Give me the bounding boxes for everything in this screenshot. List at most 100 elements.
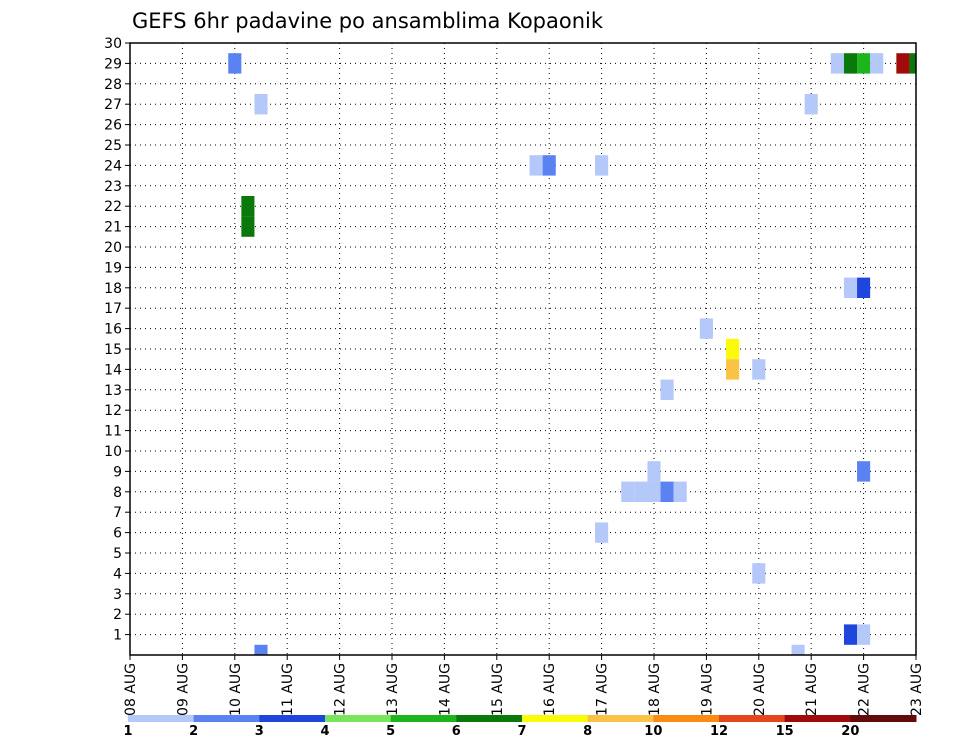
cells-layer [228,53,916,655]
heatmap-cell [699,318,713,339]
y-tick-label: 11 [104,424,122,440]
color-legend: 1 2 3 4 5 6 7 8 10 12 15 20 [123,715,917,739]
heatmap-cell [791,644,805,655]
legend-label: 2 [189,724,198,739]
x-tick-label: 09 AUG [175,663,191,716]
y-tick-label: 28 [104,77,122,93]
heatmap-cell [542,155,556,176]
heatmap-cell [857,53,871,74]
legend-swatch [325,715,392,722]
y-tick-label: 3 [113,587,122,603]
legend-label: 1 [123,724,132,739]
heatmap-cell [241,196,255,217]
legend-label: 20 [841,724,859,739]
grid-layer [129,42,917,655]
heatmap-cell [228,53,242,74]
plot-frame [129,42,917,656]
heatmap-cell [726,359,740,380]
heatmap-cell [857,277,871,298]
x-tick-label: 23 AUG [909,663,925,716]
heatmap-cell [660,481,674,502]
legend-label: 3 [255,724,264,739]
legend-swatch [719,715,786,722]
y-tick-label: 20 [104,240,122,256]
x-tick-label: 10 AUG [228,663,244,716]
heatmap-cell [870,53,884,74]
heatmap-cell [843,277,858,298]
legend-label: 5 [386,724,395,739]
legend-label: 4 [320,724,329,739]
x-tick-label: 20 AUG [752,663,768,716]
legend-swatch [587,715,654,722]
y-tick-label: 30 [104,36,122,52]
x-tick-label: 17 AUG [595,663,611,716]
legend-swatch [653,715,720,722]
y-tick-label: 1 [113,628,122,644]
legend-swatch [390,715,457,722]
y-tick-label: 24 [104,158,122,174]
heatmap-cell [843,53,858,74]
legend-swatch [259,715,326,722]
y-tick-label: 9 [113,464,122,480]
heatmap-cell [660,379,674,400]
heatmap-cell [752,563,766,584]
heatmap-cell [857,624,871,645]
y-tick-label: 29 [104,56,122,72]
y-tick-label: 22 [104,199,122,215]
y-tick-label: 23 [104,179,122,195]
y-tick-label: 8 [113,485,122,501]
x-tick-label: 22 AUG [857,663,873,716]
y-tick-label: 16 [104,322,122,338]
x-tick-label: 13 AUG [385,663,401,716]
y-tick-label: 14 [104,362,122,378]
heatmap-cell [529,155,543,176]
legend-swatch [128,715,195,722]
x-tick-label: 18 AUG [647,663,663,716]
y-tick-label: 5 [113,546,122,562]
heatmap-cell [254,94,268,115]
heatmap-cell [843,624,858,645]
y-tick-label: 10 [104,444,122,460]
y-tick-label: 7 [113,505,122,521]
y-tick-label: 26 [104,118,122,134]
legend-swatch [784,715,851,722]
y-tick-label: 27 [104,97,122,113]
heatmap-cell [673,481,687,502]
x-tick-label: 08 AUG [123,663,139,716]
y-tick-label: 18 [104,281,122,297]
heatmap-cell [830,53,844,74]
legend-swatch [193,715,260,722]
heatmap-cell [752,359,766,380]
x-axis: 08 AUG 09 AUG 10 AUG 11 AUG 12 AUG 13 AUG 14 A… [123,655,925,716]
heatmap-cell [595,155,609,176]
y-tick-label: 19 [104,260,122,276]
heatmap-cell [647,461,661,482]
legend-swatch [850,715,917,722]
y-tick-label: 6 [113,526,122,542]
y-tick-label: 17 [104,301,122,317]
legend-swatch [456,715,523,722]
x-tick-label: 14 AUG [437,663,453,716]
heatmap-cell [647,481,661,502]
legend-label: 6 [452,724,461,739]
heatmap-cell [634,481,648,502]
heatmap-cell [726,338,740,360]
y-tick-label: 25 [104,138,122,154]
heatmap-cell [804,94,818,115]
legend-label: 10 [644,724,662,739]
y-tick-label: 12 [104,403,122,419]
x-tick-label: 19 AUG [699,663,715,716]
y-axis: 1234567891011121314151617181920212223242… [104,36,130,644]
x-tick-label: 21 AUG [804,663,820,716]
x-tick-label: 16 AUG [542,663,558,716]
heatmap-cell [909,53,916,74]
heatmap-cell [857,461,871,482]
y-tick-label: 2 [113,607,122,623]
legend-label: 7 [517,724,526,739]
heatmap-cell [896,53,910,74]
heatmap-cell [254,644,268,655]
y-tick-label: 15 [104,342,122,358]
heatmap-cell [241,216,255,237]
legend-label: 15 [776,724,794,739]
legend-label: 12 [710,724,728,739]
